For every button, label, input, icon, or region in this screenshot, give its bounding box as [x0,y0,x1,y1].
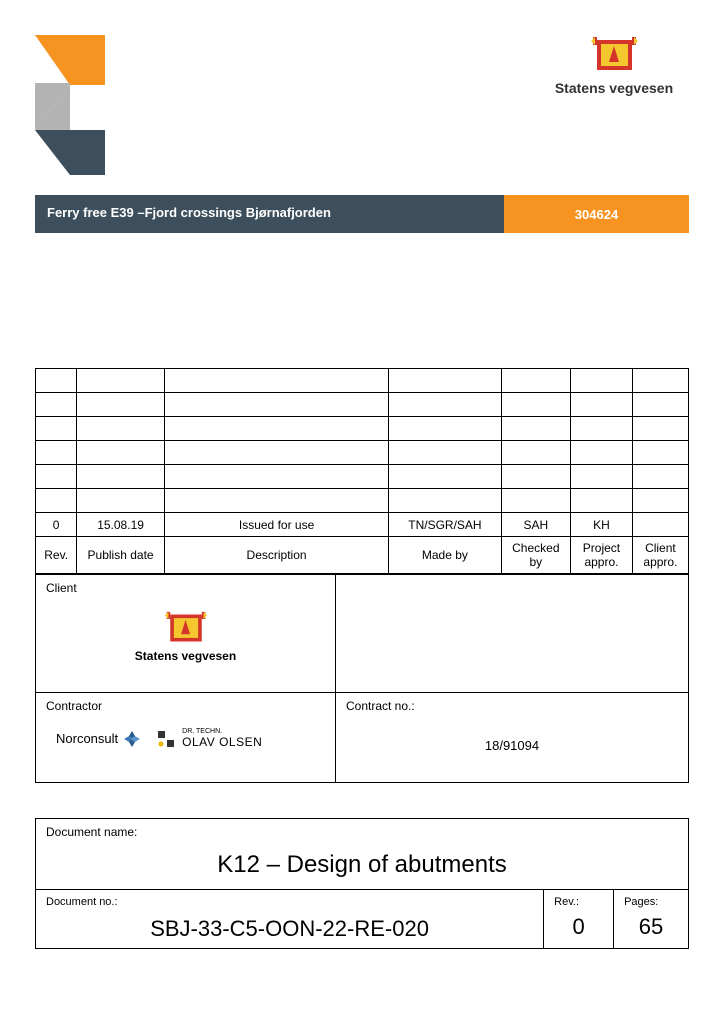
contractor-cell-box: Contractor Norconsult [36,693,336,783]
vegvesen-text: Statens vegvesen [539,80,689,96]
olav-olsen-logo: DR. TECHN. OLAV OLSEN [156,728,262,749]
table-row [36,417,689,441]
header-made: Made by [389,537,501,574]
doc-number-cell: Document no.: SBJ-33-C5-OON-22-RE-020 [36,890,544,949]
table-row: 0 15.08.19 Issued for use TN/SGR/SAH SAH… [36,513,689,537]
rev-cell: 0 [36,513,77,537]
date-cell: 15.08.19 [77,513,165,537]
vegvesen-small-text: Statens vegvesen [46,649,325,663]
contract-cell-box: Contract no.: 18/91094 [336,693,689,783]
rev-label: Rev.: [554,896,603,908]
rev-value: 0 [554,908,603,940]
revision-table: 0 15.08.19 Issued for use TN/SGR/SAH SAH… [35,368,689,574]
table-row [36,369,689,393]
norconsult-logo: Norconsult [56,730,141,748]
rev-cell-box: Rev.: 0 [544,890,614,949]
header-logos: Statens vegvesen [35,35,689,175]
table-row [36,465,689,489]
vegvesen-emblem-icon [161,610,211,646]
document-table: Document name: K12 – Design of abutments… [35,818,689,949]
header-client: Client appro. [632,537,688,574]
pages-cell-box: Pages: 65 [614,890,689,949]
title-number: 304624 [504,195,689,233]
client-vegvesen-logo: Statens vegvesen [46,610,325,663]
doc-name-label: Document name: [46,825,678,839]
title-bar: Ferry free E39 –Fjord crossings Bjørnafj… [35,195,689,233]
client-label: Client [46,581,77,595]
desc-cell: Issued for use [164,513,388,537]
client-cell-box: Client Statens vegvesen [36,575,336,693]
header-desc: Description [164,537,388,574]
client-contractor-table: Client Statens vegvesen Contractor [35,574,689,783]
header-checked: Checked by [501,537,571,574]
norconsult-text: Norconsult [56,731,118,746]
doc-name-cell: Document name: K12 – Design of abutments [36,819,689,890]
client-empty-cell [336,575,689,693]
olav-olsen-text: OLAV OLSEN [182,735,262,749]
doc-number: SBJ-33-C5-OON-22-RE-020 [46,908,533,942]
title-text: Ferry free E39 –Fjord crossings Bjørnafj… [35,195,504,233]
client-cell [632,513,688,537]
company-logo [35,35,105,175]
vegvesen-emblem-icon [587,35,642,75]
contract-no: 18/91094 [346,738,678,753]
table-row [36,489,689,513]
pages-value: 65 [624,908,678,940]
contractor-logos: Norconsult DR. TECHN. [46,728,325,749]
header-rev: Rev. [36,537,77,574]
pages-label: Pages: [624,896,678,908]
table-row [36,393,689,417]
olav-olsen-top: DR. TECHN. [182,728,262,735]
header-proj: Project appro. [571,537,633,574]
olav-olsen-icon [156,729,176,749]
header-date: Publish date [77,537,165,574]
checked-cell: SAH [501,513,571,537]
contract-label: Contract no.: [346,699,678,713]
table-row [36,441,689,465]
contractor-label: Contractor [46,699,102,713]
doc-title: K12 – Design of abutments [46,839,678,883]
vegvesen-logo: Statens vegvesen [539,35,689,96]
made-cell: TN/SGR/SAH [389,513,501,537]
doc-number-label: Document no.: [46,896,533,908]
norconsult-icon [123,730,141,748]
proj-cell: KH [571,513,633,537]
table-header-row: Rev. Publish date Description Made by Ch… [36,537,689,574]
